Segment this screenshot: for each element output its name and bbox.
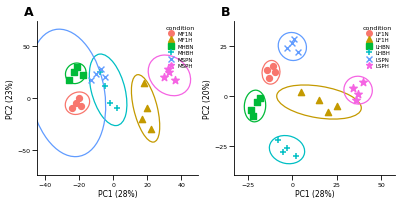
Point xyxy=(275,138,282,142)
Point xyxy=(293,154,299,157)
Point xyxy=(266,77,272,80)
X-axis label: PC1 (28%): PC1 (28%) xyxy=(295,190,334,198)
Point xyxy=(253,101,260,104)
Text: B: B xyxy=(221,6,230,19)
Point xyxy=(360,81,367,84)
Point xyxy=(284,146,290,150)
Point xyxy=(98,68,105,71)
Point xyxy=(73,102,79,105)
Point xyxy=(289,42,296,45)
Point xyxy=(250,115,256,118)
Point xyxy=(355,93,361,96)
Point xyxy=(334,105,340,108)
Point xyxy=(350,87,356,90)
Point xyxy=(141,82,147,85)
Point xyxy=(294,52,301,55)
Point xyxy=(171,79,178,82)
Legend: MF1N, MF1H, MHBN, MHBH, MSPN, MSPH: MF1N, MF1H, MHBN, MHBH, MSPN, MSPH xyxy=(164,24,196,70)
Point xyxy=(264,69,271,73)
Point xyxy=(101,85,108,88)
Point xyxy=(78,105,84,108)
Y-axis label: PC2 (20%): PC2 (20%) xyxy=(203,79,211,118)
Point xyxy=(88,79,94,82)
Legend: LF1N, LF1H, LHBN, LHBH, LSPN, LSPH: LF1N, LF1H, LHBN, LHBH, LSPN, LSPH xyxy=(361,24,393,70)
Point xyxy=(353,99,360,102)
Point xyxy=(71,71,77,74)
Point xyxy=(148,128,154,131)
Point xyxy=(298,91,304,94)
Point xyxy=(161,76,168,80)
Point xyxy=(93,73,99,77)
Point xyxy=(316,99,322,102)
Point xyxy=(257,97,263,100)
Point xyxy=(164,68,171,71)
Point xyxy=(166,71,172,74)
Point xyxy=(79,74,86,78)
Point xyxy=(291,38,297,41)
Point xyxy=(271,71,278,74)
Point xyxy=(96,71,103,74)
Point xyxy=(248,109,255,112)
Y-axis label: PC2 (23%): PC2 (23%) xyxy=(6,79,14,118)
Point xyxy=(69,107,75,111)
Point xyxy=(76,97,82,100)
Text: A: A xyxy=(24,6,33,19)
Point xyxy=(280,150,287,153)
Point xyxy=(325,111,331,114)
Point xyxy=(284,48,290,51)
Point xyxy=(144,107,150,111)
X-axis label: PC1 (28%): PC1 (28%) xyxy=(98,190,137,198)
Point xyxy=(139,118,146,121)
Point xyxy=(269,65,276,69)
Point xyxy=(66,79,72,82)
Point xyxy=(101,76,108,80)
Point xyxy=(113,107,120,111)
Point xyxy=(74,66,81,69)
Point xyxy=(107,102,113,105)
